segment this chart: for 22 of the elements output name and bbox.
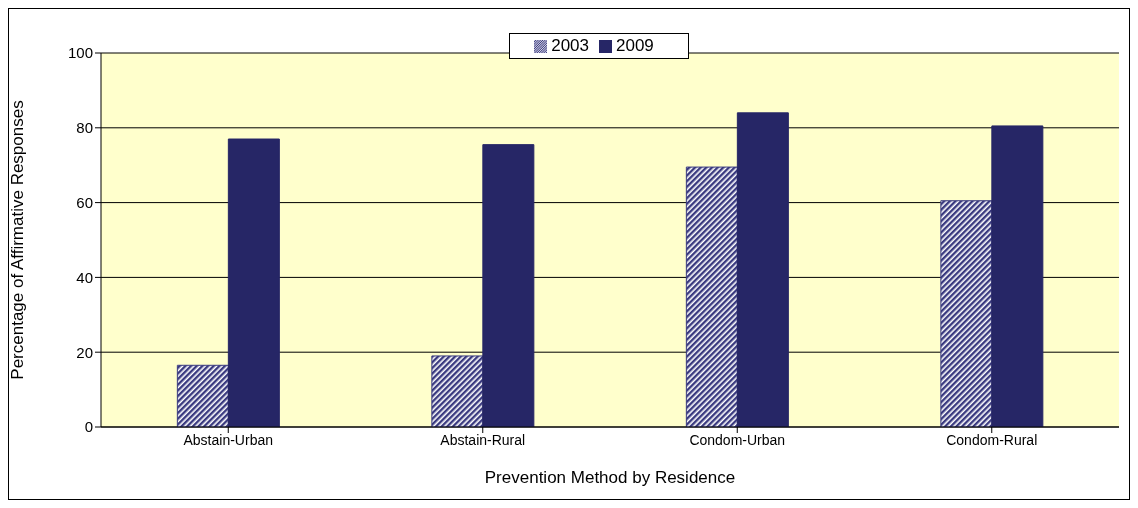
x-axis-title: Prevention Method by Residence (484, 468, 736, 487)
legend-label: 2003 (551, 36, 589, 55)
x-tick-label: Abstain-Urban (183, 431, 273, 448)
y-tick-label: 40 (76, 268, 93, 286)
y-tick-label: 80 (76, 119, 93, 137)
bar (227, 138, 280, 427)
y-tick-label: 60 (76, 193, 93, 211)
bar (991, 125, 1044, 427)
y-tick-label: 100 (67, 44, 93, 62)
x-tick-label: Abstain-Rural (440, 431, 526, 448)
x-tick-label: Condom-Rural (946, 431, 1038, 448)
y-tick-label: 20 (76, 343, 93, 361)
legend-label: 2009 (616, 36, 654, 55)
bar (431, 355, 484, 427)
x-tick-label: Condom-Urban (689, 431, 786, 448)
y-axis-title: Percentage of Affirmative Responses (8, 100, 28, 380)
bar (685, 166, 738, 427)
bar (736, 112, 789, 427)
bar (176, 364, 229, 427)
bar (940, 200, 993, 427)
bar (482, 144, 535, 427)
y-tick-label: 0 (84, 418, 93, 436)
